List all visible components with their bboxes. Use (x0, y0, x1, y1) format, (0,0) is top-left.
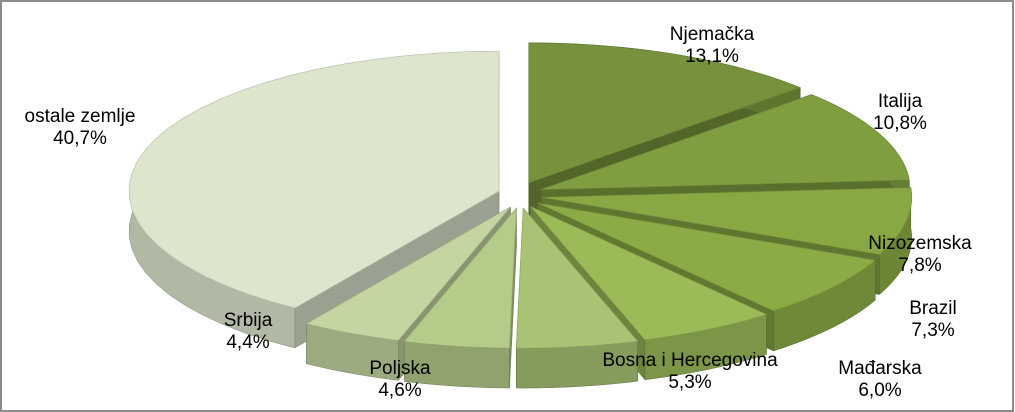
slice-value: 13,1% (685, 46, 739, 67)
slice-value: 6,0% (858, 380, 901, 401)
slice (128, 50, 500, 309)
slice (515, 207, 639, 349)
slice-value: 7,8% (898, 255, 941, 276)
slice-label: Mađarska (838, 358, 922, 379)
slice-value: 10,8% (873, 113, 927, 134)
slice-label: Njemačka (670, 24, 755, 45)
slice (528, 42, 802, 184)
slice-value: 7,3% (911, 320, 954, 341)
slice (541, 187, 913, 255)
slice-label: Bosna i Hercegovina (602, 350, 778, 371)
slice-label: Srbija (224, 310, 273, 331)
slice (403, 207, 517, 349)
slice (530, 206, 768, 341)
slice-label: Brazil (909, 298, 957, 319)
slice-label: Nizozemska (868, 233, 972, 254)
slice-label: Poljska (369, 358, 431, 379)
slice (305, 206, 511, 341)
slice-value: 5,3% (668, 372, 711, 393)
slice (540, 94, 910, 191)
slice (537, 202, 877, 312)
slice-value: 4,6% (378, 380, 421, 401)
slice-label: Italija (878, 91, 923, 112)
slice-label: ostale zemlje (25, 106, 136, 127)
slice-value: 40,7% (53, 128, 107, 149)
slice-value: 4,4% (226, 332, 269, 353)
